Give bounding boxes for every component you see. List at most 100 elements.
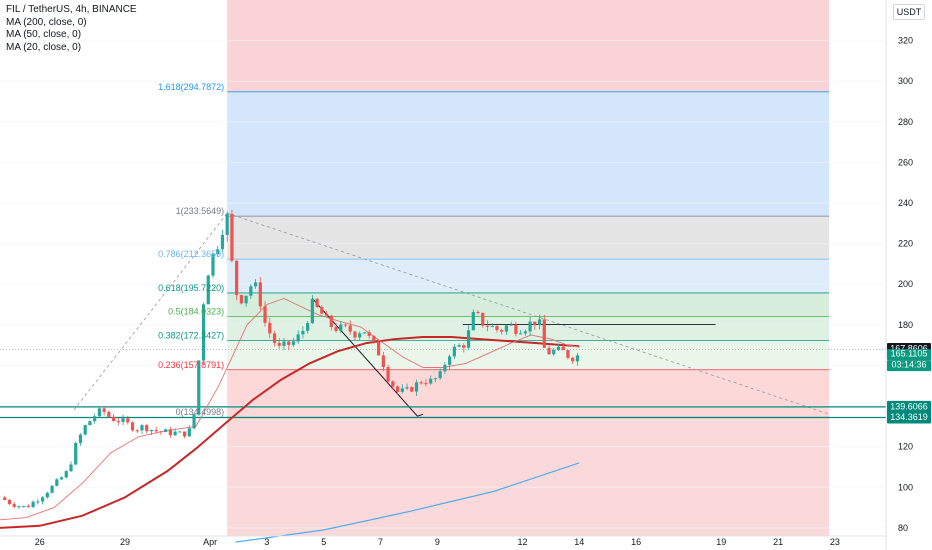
candle-body-44 — [211, 254, 215, 276]
candle-body-13 — [64, 471, 68, 478]
candle-body-35 — [168, 429, 172, 436]
candle-body-112 — [533, 321, 537, 326]
candle-body-46 — [220, 234, 225, 250]
candle-body-19 — [93, 416, 97, 422]
candle-body-68 — [324, 313, 329, 316]
candle-body-93 — [443, 364, 447, 372]
price-tick-240: 240 — [898, 198, 913, 208]
candle-body-76 — [362, 332, 367, 334]
candle-body-37 — [178, 431, 182, 433]
candle-body-92 — [438, 371, 442, 379]
legend-ma50[interactable]: MA (50, close, 0) — [6, 29, 82, 40]
currency-badge[interactable]: USDT — [893, 4, 925, 20]
candle-body-52 — [249, 286, 253, 296]
candle-body-40 — [192, 414, 196, 429]
candle-body-106 — [504, 325, 509, 332]
candle-body-42 — [201, 304, 206, 361]
candle-body-65 — [310, 298, 314, 324]
price-axis[interactable]: 80100120140160180200220240260280300320 — [885, 0, 913, 550]
candle-body-90 — [429, 378, 433, 384]
time-tick-5: 7 — [378, 537, 383, 547]
candle-body-62 — [296, 334, 300, 342]
candle-body-34 — [164, 429, 168, 433]
price-tick-180: 180 — [898, 320, 913, 330]
symbol-title[interactable]: FIL / TetherUS, 4h, BINANCE — [6, 4, 137, 15]
candle-body-47 — [225, 213, 229, 235]
time-tick-0: 26 — [35, 537, 45, 547]
candle-body-23 — [111, 416, 116, 422]
candle-body-18 — [88, 421, 92, 426]
candle-body-82 — [391, 381, 395, 387]
candle-body-4 — [22, 506, 26, 508]
fib-label-3: 0.618(195.7220) — [158, 283, 224, 293]
candle-body-110 — [523, 331, 527, 334]
candle-body-85 — [405, 387, 409, 389]
fibonacci-labels: 1.618(294.7872) 1(233.5649) 0.786(212.3659… — [158, 82, 224, 417]
candle-body-43 — [206, 275, 210, 305]
candle-body-36 — [173, 431, 177, 436]
drop-line-end — [417, 413, 424, 417]
candle-body-91 — [433, 378, 438, 380]
time-axis[interactable]: 26 29 Apr 3 5 7 9 12 14 16 19 21 23 — [0, 535, 886, 547]
grid-lines — [0, 40, 886, 529]
candle-body-8 — [40, 497, 45, 502]
price-tick-80: 80 — [898, 523, 908, 533]
candle-body-88 — [419, 382, 423, 384]
fib-label-7: 0(134.4998) — [176, 407, 225, 417]
candle-body-99 — [471, 311, 475, 331]
price-tag-bg-3 — [887, 400, 931, 413]
candle-body-55 — [263, 306, 267, 323]
candle-body-51 — [244, 295, 248, 304]
fib-zone-7 — [227, 369, 830, 418]
candle-body-3 — [17, 506, 21, 508]
candle-body-111 — [528, 321, 532, 332]
candle-body-102 — [485, 325, 490, 327]
candle-body-105 — [500, 329, 504, 332]
price-tick-280: 280 — [898, 117, 913, 127]
candle-body-72 — [343, 324, 348, 326]
candle-body-24 — [116, 421, 120, 423]
fib-label-1: 1(233.5649) — [176, 206, 225, 216]
candle-body-118 — [561, 346, 565, 351]
candle-body-121 — [575, 355, 580, 362]
time-tick-7: 12 — [518, 537, 528, 547]
candle-body-81 — [386, 367, 390, 382]
candle-body-1 — [7, 500, 12, 505]
time-tick-3: 3 — [264, 537, 269, 547]
candle-body-32 — [154, 429, 158, 432]
candle-body-39 — [187, 428, 191, 437]
candle-body-120 — [571, 357, 575, 362]
candle-body-38 — [182, 431, 187, 437]
candle-body-50 — [239, 295, 243, 304]
candle-body-45 — [216, 249, 220, 255]
candle-body-66 — [315, 298, 319, 308]
candle-body-31 — [149, 429, 154, 432]
candle-body-104 — [495, 326, 499, 330]
dashed-trendline — [227, 212, 830, 415]
price-tag-bg-2 — [887, 360, 931, 372]
candle-body-77 — [367, 332, 371, 336]
candle-body-54 — [258, 282, 262, 307]
candle-body-6 — [31, 501, 35, 508]
candle-body-14 — [69, 464, 73, 472]
candle-body-41 — [197, 360, 201, 415]
candle-body-97 — [462, 345, 466, 348]
candle-body-10 — [50, 485, 54, 493]
candle-body-22 — [107, 411, 111, 417]
fib-zone-5 — [227, 316, 830, 341]
candle-body-21 — [102, 408, 106, 412]
candle-body-116 — [552, 349, 556, 355]
price-tag-1: 165.1105 — [891, 349, 928, 359]
legend-ma200[interactable]: MA (200, close, 0) — [6, 16, 87, 28]
price-tick-260: 260 — [898, 157, 913, 167]
candle-body-108 — [514, 324, 518, 334]
candle-body-70 — [334, 326, 338, 331]
candle-body-87 — [414, 382, 419, 392]
candle-body-29 — [140, 425, 144, 431]
legend-ma20[interactable]: MA (20, close, 0) — [6, 41, 82, 53]
candle-body-63 — [301, 330, 305, 335]
fib-zone-2 — [227, 216, 830, 260]
price-tick-200: 200 — [898, 279, 913, 289]
